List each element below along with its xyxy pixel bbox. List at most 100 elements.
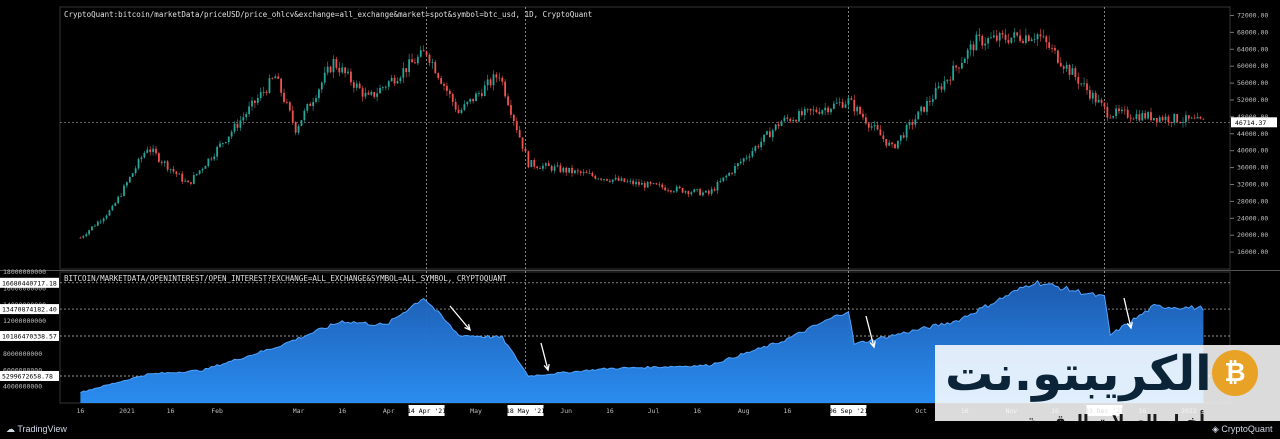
candle-body	[515, 121, 518, 131]
candle-body	[271, 78, 274, 80]
tradingview-logo[interactable]: ☁ TradingView	[6, 424, 67, 434]
price-pane-title: CryptoQuant:bitcoin/marketData/priceUSD/…	[64, 10, 592, 19]
time-axis-label: Feb	[211, 407, 223, 415]
candle-body	[297, 126, 300, 133]
candle-body	[1071, 68, 1074, 75]
price-axis-label: 32000.00	[1237, 180, 1268, 188]
candle-body	[571, 167, 573, 174]
candle-body	[373, 91, 376, 97]
candle-body	[899, 135, 902, 141]
candle-body	[213, 156, 216, 160]
candle-body	[428, 54, 431, 63]
candle-body	[556, 165, 559, 167]
candle-body	[928, 100, 931, 102]
candle-body	[486, 79, 489, 86]
candle-body	[1010, 37, 1013, 43]
candle-body	[780, 121, 783, 127]
oi-marker-label: 13470874182.40	[2, 306, 57, 314]
candle-body	[318, 89, 320, 99]
candle-body	[553, 166, 556, 171]
candle-body	[245, 114, 248, 118]
candle-body	[405, 68, 408, 73]
candle-body	[917, 111, 920, 120]
candle-body	[934, 88, 937, 100]
candle-body	[518, 130, 521, 138]
candle-body	[952, 65, 955, 81]
candle-body	[542, 165, 544, 169]
time-axis-label: 16	[693, 407, 701, 415]
candle-body	[201, 168, 204, 171]
candle-body	[998, 32, 1001, 41]
candle-body	[751, 150, 754, 157]
footer-left-label: TradingView	[17, 424, 67, 434]
candle-body	[699, 189, 701, 196]
candle-body	[763, 134, 765, 142]
candle-body	[1132, 118, 1135, 120]
candle-body	[320, 82, 323, 90]
candle-body	[233, 123, 236, 132]
candle-body	[696, 189, 699, 190]
candle-body	[850, 98, 853, 100]
candle-body	[91, 226, 93, 231]
candle-body	[131, 173, 134, 177]
candle-body	[975, 34, 978, 51]
candle-body	[565, 167, 568, 173]
candle-body	[338, 67, 341, 73]
candle-body	[478, 93, 480, 95]
candle-body	[1100, 99, 1103, 103]
candle-body	[1048, 42, 1051, 48]
candle-body	[1141, 113, 1144, 121]
candle-body	[949, 79, 952, 81]
oi-marker-label: 10186470338.57	[2, 332, 57, 340]
candle-body	[841, 102, 844, 108]
candle-body	[230, 131, 233, 137]
candle-body	[277, 76, 280, 79]
candle-body	[370, 91, 373, 95]
candle-body	[498, 77, 501, 79]
candle-body	[1001, 32, 1004, 35]
candle-body	[1094, 93, 1097, 103]
candle-body	[800, 111, 803, 116]
candle-body	[690, 192, 693, 195]
candle-body	[1074, 68, 1077, 78]
candle-body	[294, 122, 297, 133]
candle-body	[635, 181, 637, 185]
candle-body	[120, 195, 122, 197]
oi-marker-badge	[0, 277, 59, 288]
time-axis-label: May	[470, 407, 482, 415]
candle-body	[1126, 109, 1129, 118]
candle-body	[742, 158, 745, 162]
candle-body	[1065, 64, 1068, 69]
candle-body	[1155, 118, 1158, 122]
candle-body	[143, 152, 146, 158]
price-axis-label: 48000.00	[1237, 113, 1268, 121]
candle-body	[102, 218, 105, 222]
time-axis-label: Jul	[648, 407, 660, 415]
candle-body	[643, 183, 646, 188]
candle-body	[1045, 36, 1048, 43]
candle-body	[326, 66, 329, 73]
candle-body	[827, 107, 829, 113]
time-axis-label: Apr	[383, 407, 395, 415]
candle-body	[626, 181, 629, 183]
candle-body	[315, 98, 317, 103]
candle-body	[725, 175, 728, 178]
candle-body	[358, 83, 361, 89]
candle-body	[492, 74, 495, 86]
candle-body	[745, 157, 748, 159]
candle-body	[1022, 40, 1024, 43]
candle-body	[350, 71, 352, 83]
candle-body	[291, 110, 294, 123]
candle-body	[408, 59, 411, 73]
candle-body	[739, 161, 742, 164]
candle-body	[1036, 34, 1039, 40]
candle-body	[547, 163, 550, 167]
candle-body	[719, 180, 722, 183]
candle-body	[576, 170, 579, 172]
last-price-label: 46714.37	[1235, 119, 1266, 127]
candle-body	[606, 179, 608, 181]
candle-body	[1173, 114, 1176, 123]
oi-marker-label: 16680440717.18	[2, 279, 57, 287]
candle-body	[992, 35, 995, 38]
